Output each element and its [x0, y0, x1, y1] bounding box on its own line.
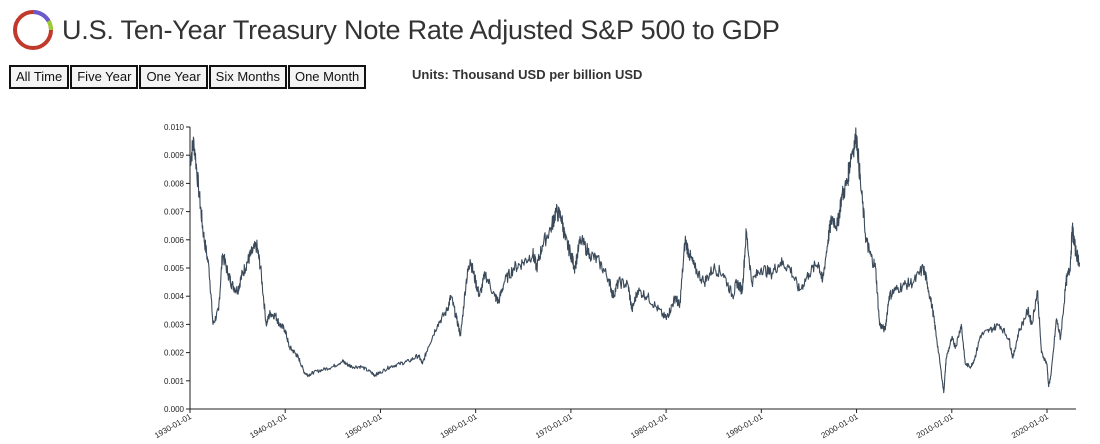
x-tick-label: 1950-01-01: [344, 412, 384, 441]
range-five-year-button[interactable]: Five Year: [70, 65, 139, 89]
range-all-time-button[interactable]: All Time: [9, 65, 70, 89]
y-tick-label: 0.007: [164, 208, 185, 217]
y-tick-label: 0.001: [164, 377, 185, 386]
x-tick-label: 1940-01-01: [248, 412, 288, 441]
y-tick-label: 0.010: [164, 123, 185, 132]
y-tick-label: 0.008: [164, 179, 185, 188]
x-tick-label: 2000-01-01: [820, 412, 860, 441]
y-tick-label: 0.000: [164, 405, 185, 414]
x-tick-label: 1980-01-01: [629, 412, 669, 441]
y-tick-label: 0.005: [164, 264, 185, 273]
units-label: Units: Thousand USD per billion USD: [412, 67, 643, 82]
x-tick-label: 1960-01-01: [439, 412, 479, 441]
range-one-year-button[interactable]: One Year: [139, 65, 208, 89]
x-tick-label: 2010-01-01: [915, 412, 955, 441]
range-six-months-button[interactable]: Six Months: [208, 65, 287, 89]
x-tick-label: 1930-01-01: [153, 412, 193, 441]
page-title: U.S. Ten-Year Treasury Note Rate Adjuste…: [62, 14, 780, 45]
y-axis: 0.000 0.001 0.002 0.003 0.004 0.005 0.006 0.007…: [164, 123, 191, 414]
x-tick-label: 1990-01-01: [724, 412, 764, 441]
y-tick-label: 0.002: [164, 349, 185, 358]
x-axis: 1930-01-01 1940-01-01 1950-01-01 1960-01-01…: [153, 408, 1076, 441]
y-tick-label: 0.006: [164, 236, 185, 245]
range-one-month-button[interactable]: One Month: [287, 65, 367, 89]
ring-logo-icon: [13, 9, 54, 50]
series-line: [189, 127, 1081, 394]
y-tick-label: 0.009: [164, 151, 185, 160]
y-tick-label: 0.004: [164, 292, 185, 301]
y-tick-label: 0.003: [164, 320, 185, 329]
page-header: U.S. Ten-Year Treasury Note Rate Adjuste…: [12, 8, 780, 52]
x-tick-label: 1970-01-01: [534, 412, 574, 441]
x-tick-label: 2020-01-01: [1010, 412, 1050, 441]
range-button-group: All Time Five Year One Year Six Months O…: [9, 65, 367, 89]
